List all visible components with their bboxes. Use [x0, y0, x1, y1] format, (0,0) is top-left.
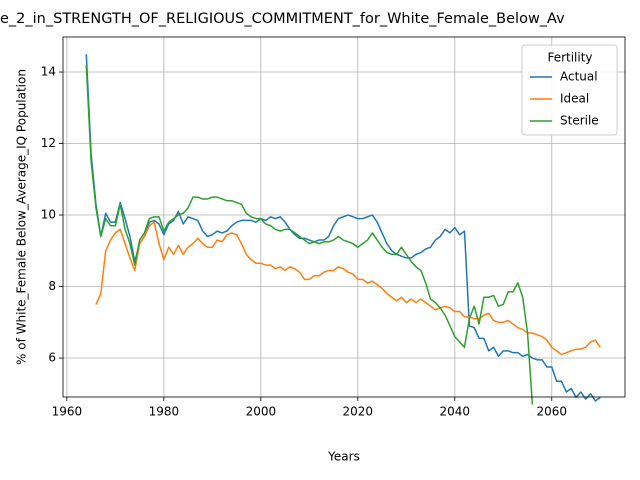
- y-tick-label: 14: [41, 65, 56, 79]
- y-axis-label: % of White_Female Below_Average_IQ Popul…: [15, 69, 29, 365]
- chart-title: e_2_in_STRENGTH_OF_RELIGIOUS_COMMITMENT_…: [0, 11, 565, 27]
- y-tick-label: 10: [41, 208, 56, 222]
- legend: Fertility Actual Ideal Sterile: [521, 44, 618, 136]
- axes-frame: [62, 36, 626, 398]
- legend-label: Ideal: [560, 92, 589, 106]
- x-tick-label: 2020: [343, 405, 374, 419]
- x-tick-label: 2040: [440, 405, 471, 419]
- x-tick-label: 1960: [52, 405, 83, 419]
- y-tick-label: 12: [41, 136, 56, 150]
- x-tick-label: 2000: [246, 405, 277, 419]
- y-tick-label: 8: [48, 279, 56, 293]
- legend-box: [521, 44, 618, 136]
- legend-title: Fertility: [547, 51, 592, 65]
- x-tick-label: 2060: [537, 405, 568, 419]
- x-axis-label: Years: [327, 450, 360, 464]
- y-tick-label: 6: [48, 351, 56, 365]
- legend-label: Sterile: [560, 114, 599, 128]
- legend-label: Actual: [560, 70, 598, 84]
- x-tick-label: 1980: [149, 405, 180, 419]
- data-line: [95, 221, 601, 356]
- data-line: [85, 54, 601, 402]
- data-line: [85, 64, 534, 405]
